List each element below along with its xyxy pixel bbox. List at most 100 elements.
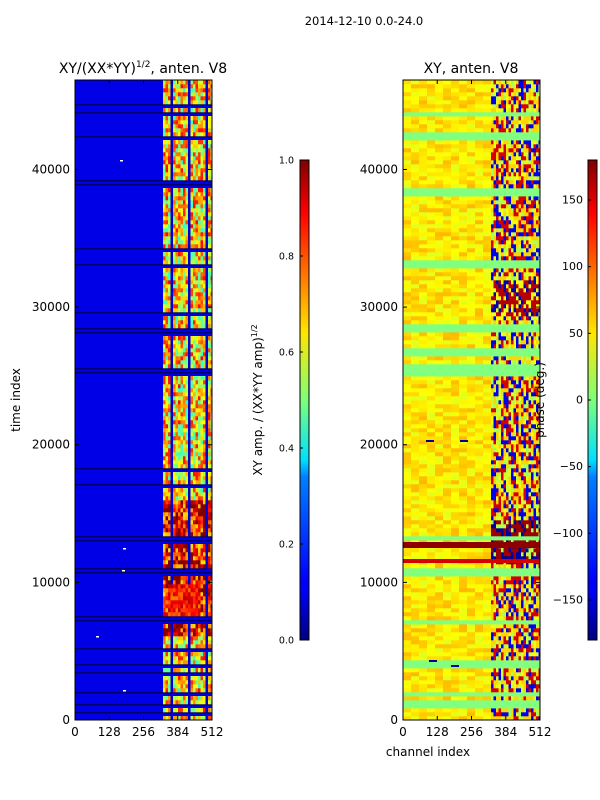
phase-cell: [528, 468, 532, 473]
phase-cell: [526, 680, 529, 685]
amplitude-cell: [200, 660, 204, 665]
phase-cell: [501, 408, 504, 413]
amplitude-cell: [190, 164, 194, 169]
phase-cell: [411, 612, 420, 617]
amplitude-title-suffix: , anten. V8: [150, 61, 227, 77]
phase-cell: [427, 452, 436, 457]
amplitude-cell: [205, 156, 209, 161]
amplitude-cell: [198, 564, 201, 569]
amplitude-cell: [175, 476, 179, 481]
amplitude-cell: [195, 552, 199, 557]
phase-cell: [403, 504, 412, 509]
phase-cell: [516, 532, 519, 537]
amplitude-cell: [178, 580, 181, 585]
amplitude-cell: [180, 716, 184, 720]
amplitude-cell: [163, 576, 166, 581]
phase-cell: [419, 672, 428, 677]
phase-cell: [419, 464, 428, 469]
amplitude-cell: [210, 404, 212, 409]
phase-cell: [459, 456, 468, 461]
amplitude-cell: [200, 152, 204, 157]
phase-cell: [435, 576, 444, 581]
amplitude-cell: [173, 464, 176, 469]
phase-cell: [513, 600, 517, 605]
phase-cell: [523, 616, 527, 621]
amplitude-cell: [170, 300, 174, 305]
phase-cell: [531, 512, 534, 517]
amplitude-cell: [210, 592, 212, 597]
amplitude-cell: [188, 232, 191, 237]
amplitude-cell: [185, 524, 189, 529]
phase-cell: [503, 628, 507, 633]
amplitude-cell: [180, 268, 184, 273]
amplitude-cell: [208, 488, 211, 493]
amplitude-cell: [195, 156, 199, 161]
amplitude-cell: [188, 560, 191, 565]
phase-cell: [451, 468, 460, 473]
phase-cell: [506, 460, 509, 465]
amplitude-cell: [195, 596, 199, 601]
amplitude-cell: [208, 556, 211, 561]
amplitude-cell: [170, 480, 174, 485]
phase-cell: [467, 404, 476, 409]
amplitude-cell: [175, 584, 179, 589]
amplitude-cell: [168, 452, 171, 457]
amplitude-cell: [210, 496, 212, 501]
amplitude-cell: [200, 80, 204, 85]
amplitude-cell: [175, 676, 179, 681]
phase-cell: [523, 584, 527, 589]
amplitude-cell: [208, 144, 211, 149]
amplitude-cell: [200, 588, 204, 593]
amplitude-cell: [205, 472, 209, 477]
phase-cell: [513, 496, 517, 501]
phase-cell: [503, 632, 507, 637]
amplitude-cell: [200, 436, 204, 441]
phase-cell: [508, 452, 512, 457]
amplitude-cell: [195, 320, 199, 325]
amplitude-cell: [203, 276, 206, 281]
phase-cell: [501, 492, 504, 497]
amplitude-cell: [208, 336, 211, 341]
phase-cell: [513, 444, 517, 449]
phase-cell: [496, 436, 499, 441]
amplitude-cell: [198, 348, 201, 353]
phase-cell: [411, 496, 420, 501]
amplitude-cell: [168, 336, 171, 341]
amplitude-cell: [168, 268, 171, 273]
amplitude-cell: [205, 460, 209, 465]
phase-cell: [498, 680, 502, 685]
phase-cell: [503, 696, 507, 701]
phase-cell: [435, 512, 444, 517]
amplitude-cell: [210, 256, 212, 261]
amplitude-cell: [170, 268, 174, 273]
phase-cell: [411, 596, 420, 601]
phase-cell: [467, 516, 476, 521]
phase-cell: [443, 412, 452, 417]
amplitude-cell: [183, 492, 186, 497]
phase-cell: [516, 576, 519, 581]
phase-cell: [506, 708, 509, 713]
phase-cell: [496, 492, 499, 497]
amplitude-cell: [173, 604, 176, 609]
amplitude-cell: [168, 424, 171, 429]
amplitude-cell: [193, 200, 196, 205]
amplitude-cell: [173, 192, 176, 197]
amplitude-cell: [208, 164, 211, 169]
amplitude-cell: [163, 128, 166, 133]
amplitude-cell: [195, 152, 199, 157]
phase-cell: [483, 716, 492, 720]
amplitude-cell: [175, 440, 179, 445]
phase-cell: [501, 556, 504, 561]
amplitude-cell: [185, 444, 189, 449]
amplitude-gap-line: [75, 648, 212, 650]
phase-cell: [403, 484, 412, 489]
amplitude-cell: [175, 396, 179, 401]
phase-cell: [511, 424, 514, 429]
amplitude-cell: [180, 644, 184, 649]
phase-cell: [503, 644, 507, 649]
amplitude-cell: [208, 340, 211, 345]
amplitude-cell: [190, 500, 194, 505]
amplitude-cell: [178, 564, 181, 569]
phase-cell: [513, 460, 517, 465]
amplitude-cell: [208, 612, 211, 617]
